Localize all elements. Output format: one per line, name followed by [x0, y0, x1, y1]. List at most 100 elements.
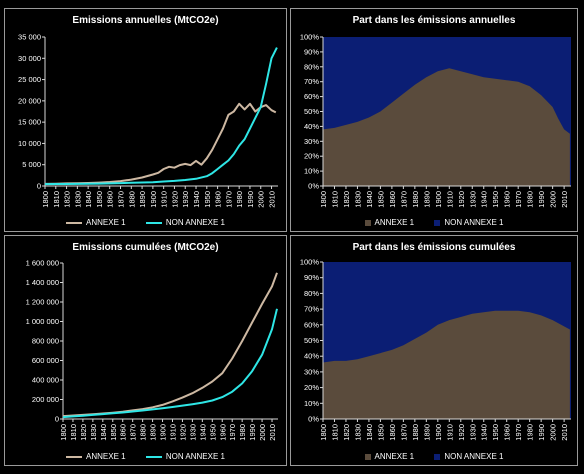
x-tick-label: 1940 [192, 191, 201, 208]
x-tick-label: 1850 [376, 191, 385, 208]
x-tick-label: 1880 [411, 191, 420, 208]
x-tick-label: 1830 [73, 191, 82, 208]
x-tick-label: 1810 [330, 424, 339, 441]
y-tick-label: 70% [304, 77, 319, 86]
x-tick-label: 1810 [69, 424, 78, 441]
x-tick-label: 1930 [188, 424, 197, 441]
legend-item-non-annexe1: NON ANNEXE 1 [434, 452, 503, 461]
legend-item-non-annexe1: NON ANNEXE 1 [145, 218, 225, 227]
y-tick-label: 0% [308, 415, 319, 424]
legend-item-annexe1: ANNEXE 1 [66, 218, 126, 227]
x-tick-label: 1850 [109, 424, 118, 441]
y-tick-label: 10% [304, 399, 319, 408]
x-tick-label: 1830 [353, 191, 362, 208]
y-tick-label: 60% [304, 92, 319, 101]
x-tick-label: 1950 [203, 191, 212, 208]
x-tick-label: 1880 [127, 191, 136, 208]
y-tick-label: 35 000 [18, 33, 41, 42]
x-tick-label: 1910 [445, 424, 454, 441]
x-tick-label: 1990 [537, 191, 546, 208]
x-tick-label: 1920 [178, 424, 187, 441]
x-tick-label: 1940 [480, 424, 489, 441]
chart-legend: ANNEXE 1 NON ANNEXE 1 [291, 452, 577, 461]
x-tick-label: 1900 [159, 424, 168, 441]
legend-item-non-annexe1: NON ANNEXE 1 [145, 452, 225, 461]
x-tick-label: 1900 [149, 191, 158, 208]
x-tick-label: 1910 [168, 424, 177, 441]
x-tick-label: 1920 [457, 191, 466, 208]
x-tick-label: 1980 [526, 424, 535, 441]
x-tick-label: 1980 [235, 191, 244, 208]
x-tick-label: 2010 [560, 191, 569, 208]
y-tick-label: 100% [300, 33, 320, 42]
y-tick-label: 0% [308, 182, 319, 191]
x-tick-label: 1880 [139, 424, 148, 441]
y-tick-label: 70% [304, 305, 319, 314]
x-tick-label: 1970 [514, 424, 523, 441]
y-tick-label: 20% [304, 383, 319, 392]
legend-swatch [145, 455, 162, 458]
legend-swatch [66, 221, 83, 224]
x-tick-label: 1980 [238, 424, 247, 441]
legend-swatch [66, 455, 83, 458]
y-tick-label: 10% [304, 167, 319, 176]
x-tick-label: 1830 [89, 424, 98, 441]
legend-swatch [364, 219, 371, 226]
chart-panel-emissions-cumulees: Emissions cumulées (MtCO2e) 0 200 000 400 … [4, 235, 287, 466]
y-tick-label: 5 000 [22, 160, 41, 169]
y-tick-label: 1 000 000 [26, 317, 59, 326]
series-line-non-annexe1 [62, 308, 278, 419]
x-tick-label: 1840 [84, 191, 93, 208]
x-tick-label: 1840 [99, 424, 108, 441]
y-tick-label: 50% [304, 336, 319, 345]
chart-title: Emissions annuelles (MtCO2e) [72, 15, 219, 26]
x-tick-label: 1890 [422, 424, 431, 441]
y-tick-label: 25 000 [18, 75, 41, 84]
y-tick-label: 80% [304, 62, 319, 71]
chart-legend: ANNEXE 1 NON ANNEXE 1 [291, 218, 577, 227]
area-annexe1 [323, 310, 570, 419]
x-tick-label: 1930 [468, 424, 477, 441]
y-tick-label: 90% [304, 47, 319, 56]
chart-panel-part-annuelles: Part dans les émissions annuelles 0% 10% 2… [290, 8, 578, 232]
x-tick-label: 1810 [330, 191, 339, 208]
x-tick-label: 1820 [79, 424, 88, 441]
legend-label: NON ANNEXE 1 [444, 218, 504, 227]
chart-title: Emissions cumulées (MtCO2e) [72, 242, 219, 253]
y-tick-label: 800 000 [32, 337, 59, 346]
x-tick-label: 1930 [468, 191, 477, 208]
x-tick-label: 1960 [503, 191, 512, 208]
chart-legend: ANNEXE 1 NON ANNEXE 1 [5, 452, 286, 461]
legend-label: ANNEXE 1 [374, 452, 415, 461]
legend-label: NON ANNEXE 1 [165, 218, 225, 227]
area-annexe1 [323, 68, 570, 186]
legend-swatch [434, 219, 441, 226]
y-tick-label: 20% [304, 152, 319, 161]
x-tick-label: 1880 [411, 424, 420, 441]
x-tick-label: 1990 [248, 424, 257, 441]
x-tick-label: 1960 [218, 424, 227, 441]
x-tick-label: 1970 [224, 191, 233, 208]
x-tick-label: 1990 [537, 424, 546, 441]
chart-panel-emissions-annuelles: Emissions annuelles (MtCO2e) 0 5 000 10 00… [4, 8, 287, 232]
chart-svg: 0% 10% 20% 30% 40% 50% 60% 70% 80% 90% 100% 1800 181… [300, 258, 571, 441]
y-tick-label: 30% [304, 367, 319, 376]
x-tick-label: 1910 [445, 191, 454, 208]
x-tick-label: 1870 [129, 424, 138, 441]
x-tick-label: 1920 [170, 191, 179, 208]
y-tick-label: 40% [304, 352, 319, 361]
x-tick-label: 2010 [560, 424, 569, 441]
x-tick-label: 2000 [258, 424, 267, 441]
x-tick-label: 2010 [268, 191, 277, 208]
x-tick-label: 1800 [319, 424, 328, 441]
x-tick-label: 1890 [422, 191, 431, 208]
y-tick-label: 600 000 [32, 356, 59, 365]
legend-label: ANNEXE 1 [86, 218, 126, 227]
legend-label: ANNEXE 1 [374, 218, 415, 227]
legend-item-annexe1: ANNEXE 1 [66, 452, 126, 461]
x-tick-label: 1800 [319, 191, 328, 208]
y-tick-label: 50% [304, 107, 319, 116]
series-line-annexe1 [62, 272, 278, 418]
x-tick-label: 1870 [399, 191, 408, 208]
legend-swatch [145, 221, 162, 224]
